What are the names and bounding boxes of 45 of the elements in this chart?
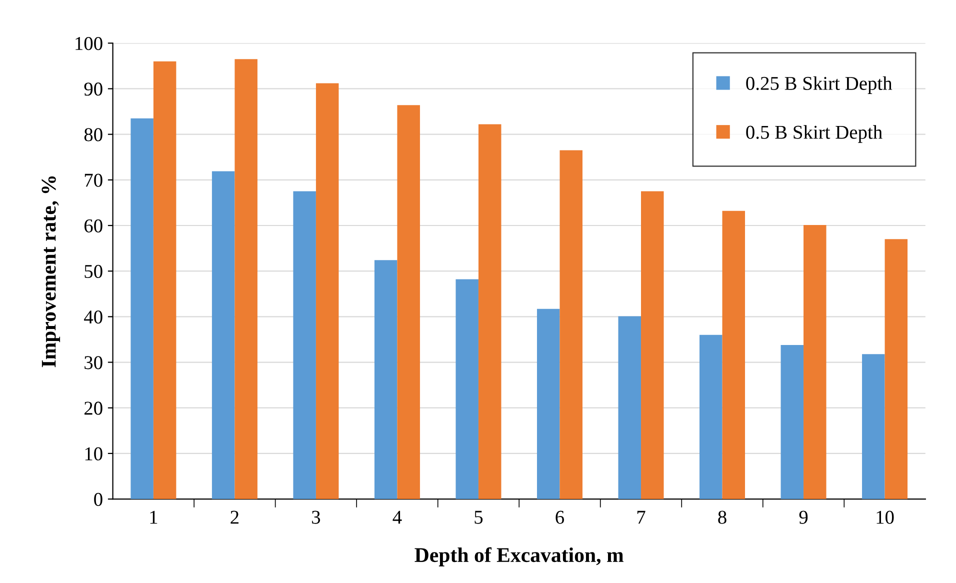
x-tick-label: 2: [230, 510, 238, 524]
x-tick-label: 8: [718, 510, 726, 524]
bar: [641, 191, 664, 500]
bar: [862, 354, 885, 500]
bar: [293, 191, 316, 500]
y-tick-label: 90: [84, 82, 102, 96]
bar: [153, 61, 176, 500]
bar: [374, 260, 398, 500]
bar: [456, 279, 478, 500]
y-tick-label: 60: [84, 219, 102, 232]
bar: [618, 316, 641, 500]
x-tick-label: 3: [312, 510, 320, 524]
bar: [316, 83, 339, 500]
x-tick-label: 6: [556, 510, 564, 524]
bar: [780, 344, 804, 500]
y-tick-label: 40: [84, 310, 102, 324]
y-tick-label: 80: [84, 128, 102, 142]
legend-label: 0.25 B Skirt Depth: [746, 76, 892, 94]
bar: [884, 239, 908, 500]
bar: [234, 59, 258, 500]
x-axis-title: Depth of Excavation, m: [414, 547, 624, 566]
y-tick-label: 0: [94, 492, 102, 506]
bar: [130, 118, 154, 500]
bar: [397, 105, 420, 500]
x-tick-label: 9: [799, 510, 808, 524]
y-axis-title: Improvement rate, %: [42, 176, 60, 368]
y-tick-label: 30: [84, 356, 102, 370]
x-tick-label: 7: [637, 510, 646, 524]
bar: [700, 334, 722, 500]
x-tick-label: 5: [474, 510, 483, 524]
y-tick-label: 100: [76, 36, 102, 50]
x-tick-label: 4: [392, 510, 402, 524]
bar: [536, 308, 560, 500]
bar: [804, 225, 826, 500]
bar: [722, 210, 746, 500]
y-tick-label: 20: [84, 402, 102, 415]
legend-label: 0.5 B Skirt Depth: [746, 125, 882, 143]
bar: [212, 171, 235, 500]
x-tick-label: 1: [150, 510, 158, 524]
x-tick-label: 10: [876, 510, 894, 524]
y-tick-label: 70: [84, 174, 102, 187]
bar: [560, 150, 582, 500]
y-tick-label: 50: [84, 264, 102, 278]
y-tick-label: 10: [85, 447, 102, 460]
bar: [478, 124, 502, 500]
